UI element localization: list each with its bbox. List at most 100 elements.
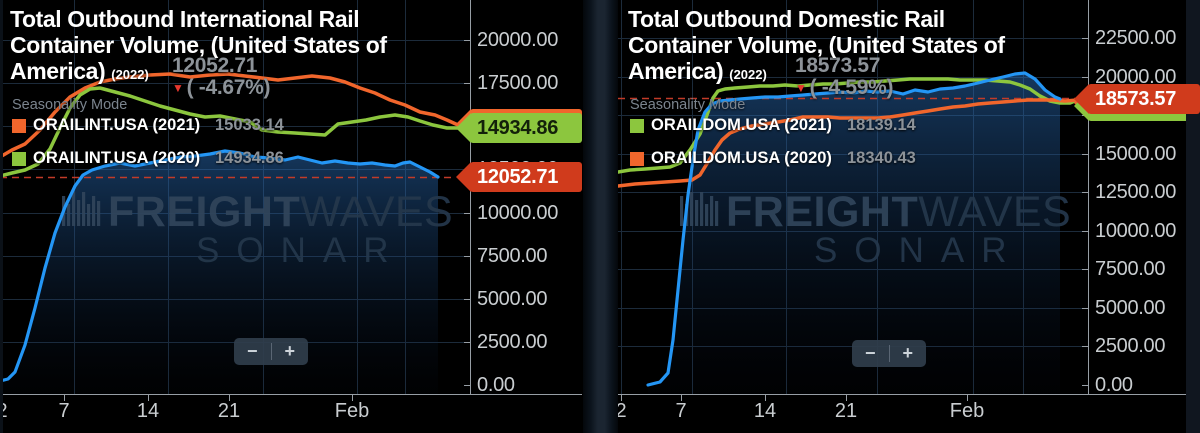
zoom-control: − + <box>852 340 926 367</box>
waveform-bars-icon <box>695 200 699 226</box>
chart-title: Total Outbound International Rail Contai… <box>10 6 387 88</box>
chart-title-line: Total Outbound International Rail <box>10 6 360 32</box>
chart-title-year: (2022) <box>729 67 767 82</box>
y-axis-label: 10000.00 <box>1095 220 1177 242</box>
watermark-product-text: SONAR <box>814 231 1023 270</box>
chart-title-line: America) (2022) <box>628 58 767 84</box>
zoom-divider <box>270 343 272 360</box>
chart-title-line: Container Volume, (United States of <box>628 32 1005 58</box>
chart-plot-area[interactable]: FREIGHTWAVES SONAR <box>618 0 1089 433</box>
current-value: 18573.57 <box>795 54 881 77</box>
waveform-bars-icon <box>92 196 96 226</box>
legend-label: ORAILDOM.USA (2021) <box>651 116 832 134</box>
waveform-bars-icon <box>87 204 91 226</box>
legend-label: ORAILINT.USA (2021) <box>33 116 201 134</box>
waveform-bars-icon <box>690 192 694 226</box>
y-axis-label: 0.00 <box>477 374 515 396</box>
area-fill <box>648 73 1060 394</box>
chart-title-line: Total Outbound Domestic Rail <box>628 6 945 32</box>
y-axis-label: 2500.00 <box>477 331 548 353</box>
current-change: ▼( -4.67%) <box>172 76 271 99</box>
x-axis-label: Feb <box>949 400 985 422</box>
zoom-in-button[interactable]: + <box>284 341 295 361</box>
zoom-divider <box>888 345 890 362</box>
value-badge: 14934.86 <box>456 113 582 143</box>
y-axis-label: 7500.00 <box>477 245 548 267</box>
chart-panel-domestic: FREIGHTWAVES SONAR Total Outbound Domesti… <box>618 0 1200 433</box>
area-fill <box>0 151 438 394</box>
y-axis-label: 22500.00 <box>1095 27 1177 49</box>
y-axis-label: 5000.00 <box>1095 297 1166 319</box>
zoom-out-button[interactable]: − <box>864 343 876 363</box>
legend-value: 18340.43 <box>847 149 916 167</box>
seasonality-mode-label: Seasonality Mode <box>12 97 128 113</box>
left-edge-strip <box>0 0 3 433</box>
x-axis-label: 2 <box>618 400 627 422</box>
waveform-bars-icon <box>72 192 76 226</box>
legend-swatch <box>630 152 644 166</box>
x-axis-line <box>1089 394 1200 395</box>
waveform-bars-icon <box>680 196 684 226</box>
y-axis-label: 10000.00 <box>477 202 559 224</box>
x-axis-label: 14 <box>136 400 160 422</box>
waveform-bars-icon <box>82 192 86 226</box>
watermark-brand-text: FREIGHTWAVES <box>108 188 453 236</box>
waveform-bars-icon <box>77 200 81 226</box>
y-axis-label: 20000.00 <box>477 29 559 51</box>
y-axis-label: 20000.00 <box>1095 66 1177 88</box>
series-line-oraildom-usa-2020-[interactable] <box>618 98 1079 188</box>
waveform-bars-icon <box>97 201 101 226</box>
legend-value: 15033.14 <box>215 116 284 134</box>
y-axis-label: 7500.00 <box>1095 258 1166 280</box>
chart-title-year: (2022) <box>111 67 149 82</box>
series-line-orailint-usa-2022-[interactable] <box>0 149 440 383</box>
waveform-bars-icon <box>705 204 709 226</box>
series-line-orailint-usa-2021-[interactable] <box>0 72 460 159</box>
x-axis-label: 7 <box>675 400 687 422</box>
y-axis-label: 15000.00 <box>1095 143 1177 165</box>
current-value-readout: 18573.57 ▼( -4.59%) <box>795 54 894 101</box>
waveform-bars-icon <box>700 192 704 226</box>
chart-title: Total Outbound Domestic Rail Container V… <box>628 6 1005 88</box>
y-axis-label: 2500.00 <box>1095 335 1166 357</box>
current-value: 12052.71 <box>172 54 258 77</box>
legend-value: 18139.14 <box>847 116 916 134</box>
y-axis-label: 17500.00 <box>477 72 559 94</box>
series-line-oraildom-usa-2022-[interactable] <box>646 71 1062 387</box>
panel-divider <box>583 0 618 433</box>
x-axis-label: 21 <box>834 400 858 422</box>
waveform-bars-icon <box>710 196 714 226</box>
x-axis-label: 7 <box>58 400 70 422</box>
down-arrow-icon: ▼ <box>795 81 807 95</box>
down-arrow-icon: ▼ <box>172 81 184 95</box>
waveform-bars-icon <box>67 204 71 226</box>
x-axis-label: 2 <box>0 400 8 422</box>
seasonality-mode-label: Seasonality Mode <box>630 97 746 113</box>
y-axis-label: 0.00 <box>1095 374 1133 396</box>
current-value-readout: 12052.71 ▼( -4.67%) <box>172 54 271 101</box>
legend-swatch <box>12 152 26 166</box>
x-axis-line <box>471 394 582 395</box>
x-axis-label: 14 <box>753 400 777 422</box>
legend-label: ORAILDOM.USA (2020) <box>651 149 832 167</box>
y-axis-label: 12500.00 <box>1095 181 1177 203</box>
x-axis-label: 21 <box>217 400 241 422</box>
zoom-out-button[interactable]: − <box>246 341 258 361</box>
x-axis-label: Feb <box>334 400 370 422</box>
legend-label: ORAILINT.USA (2020) <box>33 149 201 167</box>
y-axis-label: 5000.00 <box>477 288 548 310</box>
legend-swatch <box>12 119 26 133</box>
watermark-product-text: SONAR <box>196 231 405 270</box>
chart-panel-international: FREIGHTWAVES SONAR Total Outbound Interna… <box>0 0 583 433</box>
right-edge-strip <box>1186 0 1200 433</box>
legend-value: 14934.86 <box>215 149 284 167</box>
chart-title-line: America) (2022) <box>10 58 149 84</box>
value-badge: 18573.57 <box>1074 84 1200 114</box>
series-line-orailint-usa-2020-[interactable] <box>0 86 460 178</box>
zoom-in-button[interactable]: + <box>902 343 913 363</box>
chart-title-line: Container Volume, (United States of <box>10 32 387 58</box>
